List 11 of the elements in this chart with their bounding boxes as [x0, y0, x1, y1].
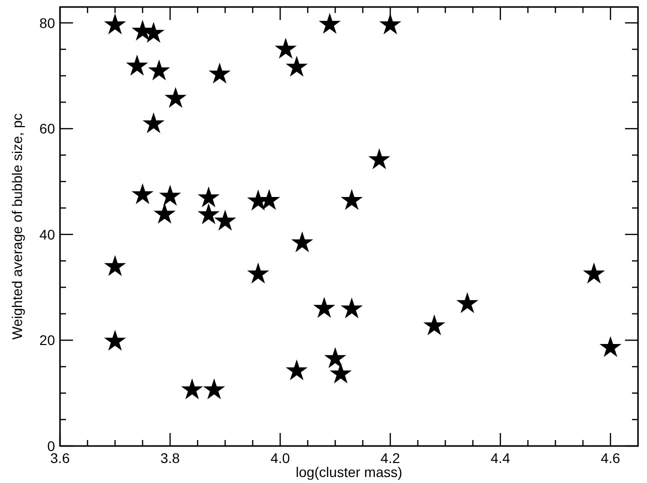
y-tick-label: 20 — [39, 332, 56, 348]
y-tick-label: 80 — [39, 14, 56, 31]
x-tick-label: 4.2 — [380, 450, 400, 466]
x-tick-label: 4.4 — [490, 450, 510, 466]
y-axis-title: Weighted average of bubble size, pc — [9, 113, 25, 340]
x-tick-label: 4.0 — [270, 450, 290, 466]
y-tick-label: 60 — [39, 120, 56, 137]
y-tick-label: 40 — [39, 226, 56, 242]
x-tick-label: 4.6 — [600, 450, 620, 466]
x-tick-label: 3.8 — [160, 450, 180, 466]
x-axis-title: log(cluster mass) — [296, 464, 402, 480]
